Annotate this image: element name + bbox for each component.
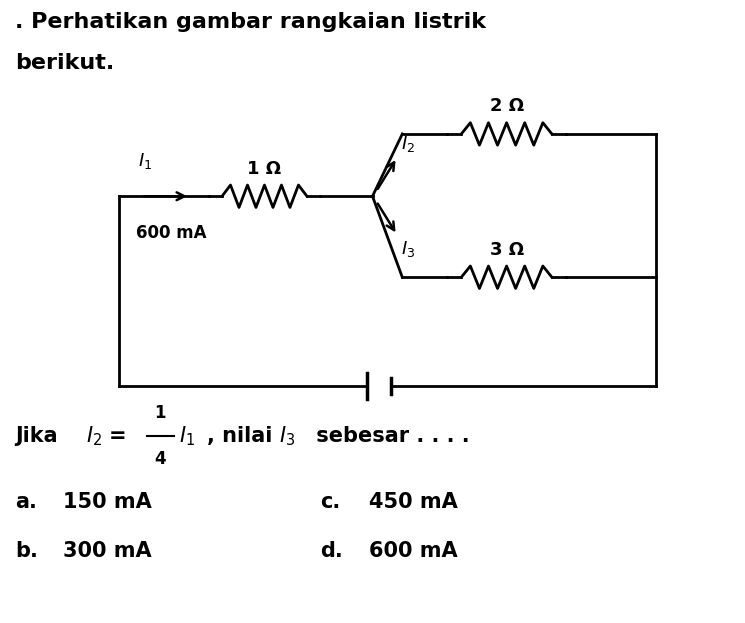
Text: $\it{I}_2$: $\it{I}_2$ [401, 134, 415, 154]
Text: berikut.: berikut. [15, 53, 114, 73]
Text: 600 mA: 600 mA [369, 541, 457, 561]
Text: 4: 4 [154, 450, 166, 468]
Text: , nilai: , nilai [207, 426, 279, 446]
Text: 1: 1 [154, 404, 166, 422]
Text: 2 Ω: 2 Ω [489, 97, 524, 115]
Text: c.: c. [320, 492, 340, 511]
Text: 300 mA: 300 mA [63, 541, 152, 561]
Text: $\it{I}_3$: $\it{I}_3$ [279, 424, 296, 448]
Text: 450 mA: 450 mA [369, 492, 457, 511]
Text: $\it{I}_1$: $\it{I}_1$ [179, 424, 195, 448]
Text: sebesar . . . .: sebesar . . . . [309, 426, 470, 446]
Text: a.: a. [15, 492, 37, 511]
Text: d.: d. [320, 541, 343, 561]
Text: Jika: Jika [15, 426, 65, 446]
Text: =: = [109, 426, 127, 446]
Text: 600 mA: 600 mA [136, 224, 206, 242]
Text: $\it{I}_2$: $\it{I}_2$ [86, 424, 102, 448]
Text: 150 mA: 150 mA [63, 492, 152, 511]
Text: 3 Ω: 3 Ω [489, 240, 524, 259]
Text: b.: b. [15, 541, 38, 561]
Text: $\it{I}_3$: $\it{I}_3$ [401, 239, 415, 259]
Text: $\it{I}_1$: $\it{I}_1$ [138, 151, 153, 171]
Text: 1 Ω: 1 Ω [247, 159, 282, 178]
Text: . Perhatikan gambar rangkaian listrik: . Perhatikan gambar rangkaian listrik [15, 12, 486, 32]
